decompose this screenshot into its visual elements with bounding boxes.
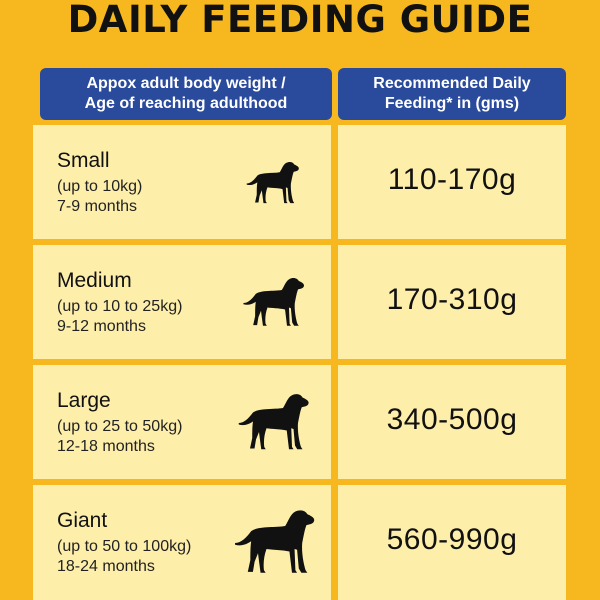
dog-silhouette-icon [231,509,319,577]
header-text: Age of reaching adulthood [84,95,288,112]
dog-silhouette-icon [241,277,307,329]
header-daily-feeding: Recommended Daily Feeding* in (gms) [338,68,566,120]
weight-range: (up to 50 to 100kg) [57,538,192,555]
header-body-weight: Appox adult body weight / Age of reaching… [40,68,332,120]
weight-range: (up to 10 to 25kg) [57,298,183,315]
row-medium-size-cell: Medium (up to 10 to 25kg) 9-12 months [33,245,331,359]
size-label: Giant [57,509,108,532]
size-label: Medium [57,269,132,292]
feeding-amount: 560-990g [386,523,518,556]
adult-age: 12-18 months [57,438,155,455]
header-text: Appox adult body weight / [86,75,286,92]
row-large-size-cell: Large (up to 25 to 50kg) 12-18 months [33,365,331,479]
weight-range: (up to 10kg) [57,178,143,195]
page-title: DAILY FEEDING GUIDE [67,0,533,41]
size-label: Large [57,389,111,412]
weight-range: (up to 25 to 50kg) [57,418,183,435]
feeding-amount: 170-310g [386,283,518,316]
adult-age: 9-12 months [57,318,146,335]
adult-age: 18-24 months [57,558,155,575]
row-small-size-cell: Small (up to 10kg) 7-9 months [33,125,331,239]
row-medium-feeding-cell: 170-310g [338,245,566,359]
adult-age: 7-9 months [57,198,138,215]
size-label: Small [57,149,110,172]
row-giant-feeding-cell: 560-990g [338,485,566,600]
header-text: Feeding* in (gms) [384,95,520,112]
row-small-feeding-cell: 110-170g [338,125,566,239]
dog-silhouette-icon [235,393,313,453]
dog-silhouette-icon [245,161,301,206]
header-text: Recommended Daily [373,75,531,92]
feeding-amount: 110-170g [387,163,517,196]
row-giant-size-cell: Giant (up to 50 to 100kg) 18-24 months [33,485,331,600]
row-large-feeding-cell: 340-500g [338,365,566,479]
feeding-amount: 340-500g [386,403,518,436]
